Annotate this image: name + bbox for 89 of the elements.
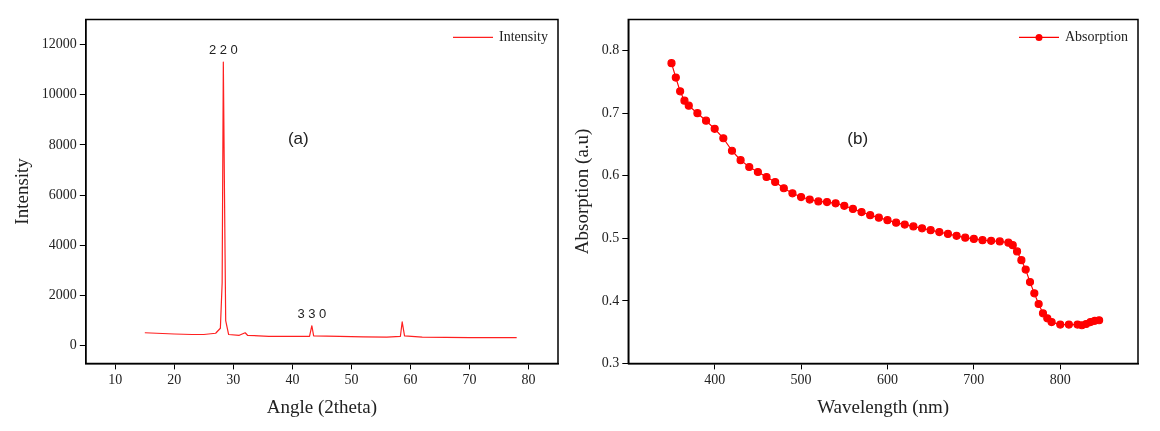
y-tick-label: 12000 (41, 36, 77, 52)
point (727, 146, 737, 155)
x-tick-label: 10 (108, 372, 123, 388)
x-tick-label: 70 (462, 372, 477, 388)
point (840, 201, 849, 210)
point (1021, 265, 1030, 274)
x-tick-label: 800 (1049, 372, 1071, 388)
y-tick-label: 0.8 (601, 42, 620, 58)
point (1012, 247, 1022, 256)
point (1017, 256, 1026, 265)
x-tick-label: 40 (285, 372, 300, 388)
point (978, 236, 987, 245)
point (926, 226, 935, 235)
point (701, 116, 711, 125)
point (1025, 277, 1035, 287)
x-tick-label: 80 (521, 372, 536, 388)
point (822, 197, 832, 207)
legend-label: Absorption (1065, 29, 1128, 45)
point (680, 96, 689, 105)
annotation: (b) (847, 129, 869, 149)
point (969, 234, 978, 244)
x-tick-label: 600 (876, 372, 898, 388)
point (814, 197, 823, 206)
point (1056, 320, 1065, 329)
point (857, 207, 866, 217)
point (883, 216, 892, 225)
x-tick-label: 500 (790, 372, 812, 388)
point (961, 233, 970, 242)
point (693, 109, 702, 118)
annotation: 3 3 0 (297, 305, 327, 321)
point (987, 236, 996, 245)
point (892, 218, 901, 227)
point (1064, 320, 1073, 329)
point (866, 211, 875, 220)
y-tick-label: 0 (69, 337, 77, 353)
x-axis-title: Angle (2theta) (266, 395, 378, 418)
x-tick-label: 30 (226, 372, 241, 388)
point (684, 101, 693, 110)
y-tick-label: 0.6 (601, 167, 620, 183)
point (676, 87, 685, 96)
x-tick-label: 60 (403, 372, 418, 388)
x-tick-label: 20 (167, 372, 182, 388)
point (1034, 299, 1043, 309)
point (1095, 316, 1104, 325)
point (805, 195, 814, 204)
y-tick-label: 0.7 (601, 104, 620, 120)
point (710, 124, 719, 133)
point (874, 213, 883, 222)
annotation: 2 2 0 (208, 42, 238, 58)
point (1038, 309, 1048, 318)
y-tick-label: 0.3 (601, 355, 620, 371)
point (736, 156, 745, 165)
point (788, 189, 797, 198)
point (831, 199, 840, 208)
y-tick-label: 4000 (48, 237, 77, 253)
x-tick-label: 50 (344, 372, 359, 388)
point (935, 227, 944, 237)
point (745, 162, 754, 172)
point (848, 204, 858, 214)
y-axis-title: Intensity (11, 157, 33, 225)
legend-label: Intensity (499, 29, 549, 45)
point (796, 192, 806, 202)
y-tick-label: 2000 (48, 287, 77, 303)
point (753, 167, 762, 177)
point (952, 231, 961, 240)
y-tick-label: 6000 (48, 186, 77, 202)
point (917, 224, 927, 233)
point (900, 220, 909, 229)
point (995, 237, 1004, 246)
x-axis-title: Wavelength (nm) (817, 395, 950, 418)
annotation: (a) (287, 129, 309, 149)
point (667, 59, 676, 68)
point (909, 222, 918, 231)
point (943, 229, 953, 239)
point (771, 177, 780, 187)
y-tick-label: 10000 (41, 86, 77, 102)
point (779, 184, 788, 193)
y-tick-label: 8000 (48, 136, 77, 152)
point (1047, 318, 1056, 327)
point (719, 134, 728, 143)
point (762, 172, 771, 182)
y-tick-label: 0.4 (601, 292, 620, 308)
point (1008, 241, 1017, 250)
point (671, 73, 680, 82)
y-tick-label: 0.5 (601, 229, 620, 245)
x-tick-label: 700 (963, 372, 985, 388)
point (1030, 289, 1039, 298)
y-axis-title: Absorption (a.u) (571, 128, 594, 255)
x-tick-label: 400 (704, 372, 726, 388)
